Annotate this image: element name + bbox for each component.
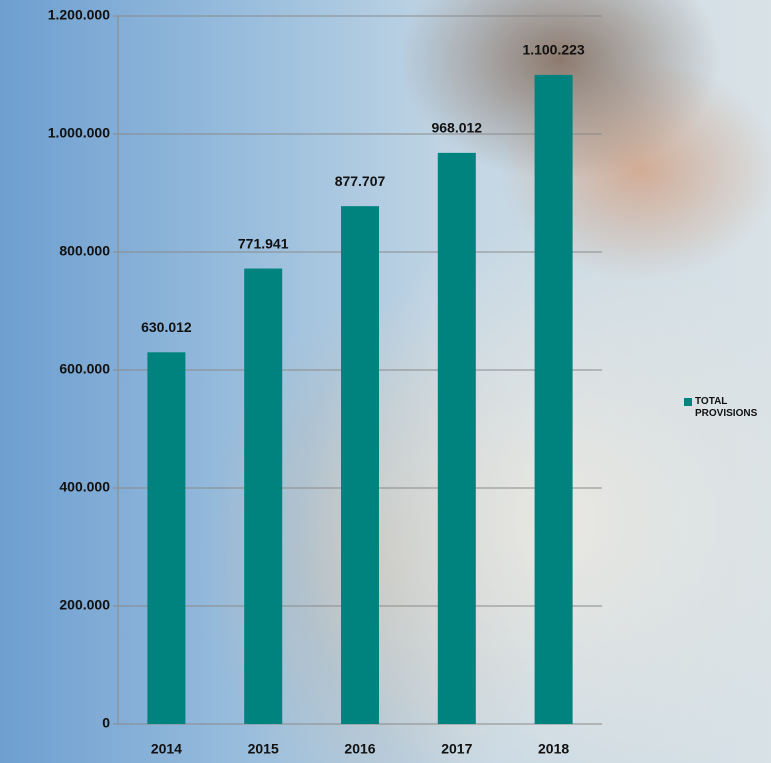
y-tick-label: 600.000 xyxy=(59,361,110,377)
y-tick-label: 1.000.000 xyxy=(48,125,110,141)
y-tick-label: 800.000 xyxy=(59,243,110,259)
y-tick-label: 400.000 xyxy=(59,479,110,495)
bar xyxy=(437,152,476,724)
x-tick-label: 2015 xyxy=(248,741,279,757)
legend: TOTAL PROVISIONS xyxy=(684,396,764,420)
data-label: 877.707 xyxy=(335,173,386,189)
bar xyxy=(244,268,283,724)
data-label: 968.012 xyxy=(431,120,482,136)
data-label: 1.100.223 xyxy=(522,42,584,58)
x-tick-label: 2014 xyxy=(151,741,182,757)
bar xyxy=(534,74,573,725)
x-tick-label: 2018 xyxy=(538,741,569,757)
legend-label: TOTAL PROVISIONS xyxy=(695,396,758,419)
bar xyxy=(341,206,379,725)
y-tick-label: 0 xyxy=(102,715,110,731)
data-label: 630.012 xyxy=(141,319,192,335)
y-tick-label: 200.000 xyxy=(59,597,110,613)
y-tick-label: 1.200.000 xyxy=(48,7,110,23)
x-tick-label: 2016 xyxy=(344,741,375,757)
legend-swatch xyxy=(684,398,692,406)
data-label: 771.941 xyxy=(238,235,289,251)
bar xyxy=(147,352,186,724)
x-tick-label: 2017 xyxy=(441,741,472,757)
